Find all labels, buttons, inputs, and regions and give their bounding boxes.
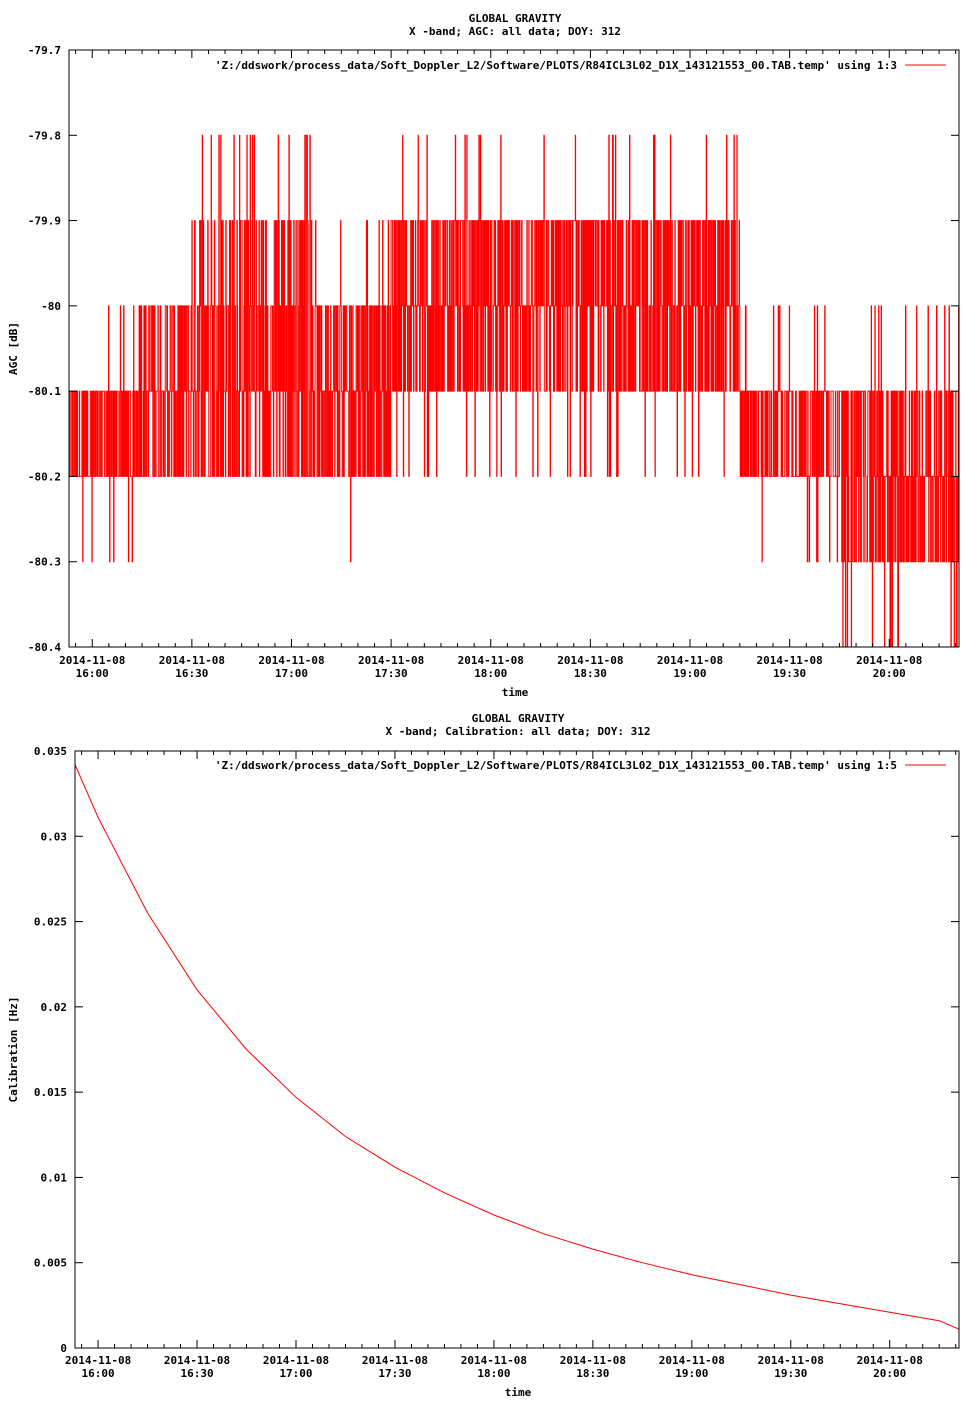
- x-tick-time: 18:00: [477, 1367, 510, 1380]
- x-tick-date: 2014-11-08: [59, 654, 125, 667]
- y-tick-label: -79.7: [28, 44, 61, 57]
- x-tick-time: 16:30: [180, 1367, 213, 1380]
- legend-entry: 'Z:/ddswork/process_data/Soft_Doppler_L2…: [215, 759, 897, 772]
- chart-title: GLOBAL GRAVITY: [469, 12, 562, 25]
- y-tick-label: 0.035: [34, 745, 67, 758]
- y-tick-label: -80.2: [28, 470, 61, 483]
- x-tick-date: 2014-11-08: [358, 654, 424, 667]
- x-tick-time: 20:00: [873, 667, 906, 680]
- x-tick-time: 17:00: [279, 1367, 312, 1380]
- y-tick-label: 0.005: [34, 1257, 67, 1270]
- series-0: [69, 135, 959, 647]
- x-tick-date: 2014-11-08: [659, 1354, 725, 1367]
- x-tick-time: 20:00: [873, 1367, 906, 1380]
- x-axis-label: time: [505, 1386, 532, 1399]
- x-tick-time: 16:00: [82, 1367, 115, 1380]
- calibration-trace: [75, 765, 959, 1330]
- y-tick-label: -80.1: [28, 385, 61, 398]
- plot-frame: [75, 751, 959, 1348]
- x-tick-time: 17:30: [378, 1367, 411, 1380]
- x-tick-date: 2014-11-08: [159, 654, 225, 667]
- x-axis-label: time: [502, 686, 529, 699]
- y-tick-label: 0.01: [41, 1171, 68, 1184]
- x-tick-time: 16:00: [76, 667, 109, 680]
- x-tick-time: 19:30: [774, 1367, 807, 1380]
- y-tick-label: 0.03: [41, 830, 68, 843]
- series-1: [75, 765, 959, 1330]
- x-tick-date: 2014-11-08: [657, 654, 723, 667]
- y-tick-label: -80: [41, 300, 61, 313]
- x-tick-time: 17:30: [375, 667, 408, 680]
- x-tick-date: 2014-11-08: [557, 654, 623, 667]
- x-tick-date: 2014-11-08: [258, 654, 324, 667]
- x-tick-time: 19:00: [673, 667, 706, 680]
- x-tick-date: 2014-11-08: [461, 1354, 527, 1367]
- x-tick-time: 18:30: [576, 1367, 609, 1380]
- x-tick-time: 18:30: [574, 667, 607, 680]
- x-tick-date: 2014-11-08: [458, 654, 524, 667]
- y-tick-label: -79.8: [28, 129, 61, 142]
- chart-subtitle: X -band; AGC: all data; DOY: 312: [409, 25, 621, 38]
- y-tick-label: -80.3: [28, 556, 61, 569]
- x-tick-time: 19:30: [773, 667, 806, 680]
- x-tick-time: 17:00: [275, 667, 308, 680]
- x-tick-date: 2014-11-08: [362, 1354, 428, 1367]
- x-tick-date: 2014-11-08: [560, 1354, 626, 1367]
- y-tick-label: 0.02: [41, 1001, 68, 1014]
- x-tick-time: 19:00: [675, 1367, 708, 1380]
- y-tick-label: -80.4: [28, 641, 61, 654]
- chart-subtitle: X -band; Calibration: all data; DOY: 312: [386, 725, 651, 738]
- y-tick-label: -79.9: [28, 215, 61, 228]
- x-tick-time: 18:00: [474, 667, 507, 680]
- x-tick-date: 2014-11-08: [757, 654, 823, 667]
- y-axis-label: Calibration [Hz]: [7, 997, 20, 1103]
- x-tick-date: 2014-11-08: [758, 1354, 824, 1367]
- agc-trace: [69, 135, 959, 647]
- chart-title: GLOBAL GRAVITY: [472, 712, 565, 725]
- y-tick-label: 0.015: [34, 1086, 67, 1099]
- y-tick-label: 0.025: [34, 916, 67, 929]
- x-tick-time: 16:30: [175, 667, 208, 680]
- x-tick-date: 2014-11-08: [263, 1354, 329, 1367]
- x-tick-date: 2014-11-08: [65, 1354, 131, 1367]
- x-tick-date: 2014-11-08: [857, 1354, 923, 1367]
- legend-entry: 'Z:/ddswork/process_data/Soft_Doppler_L2…: [215, 59, 897, 72]
- y-axis-label: AGC [dB]: [7, 322, 20, 375]
- x-tick-date: 2014-11-08: [164, 1354, 230, 1367]
- x-tick-date: 2014-11-08: [856, 654, 922, 667]
